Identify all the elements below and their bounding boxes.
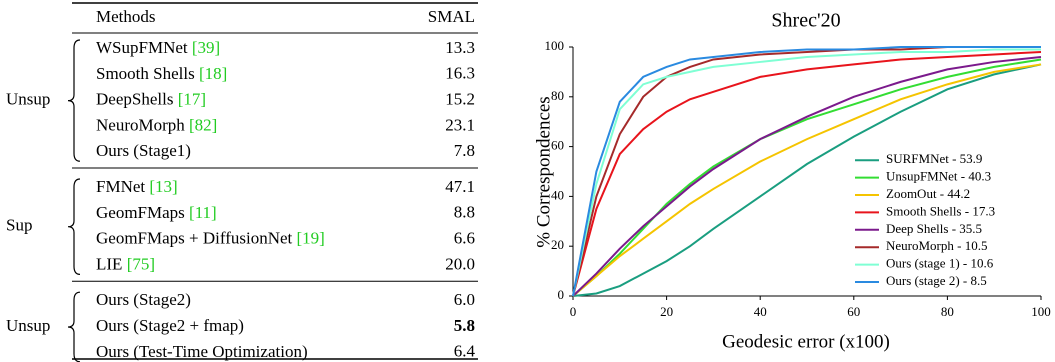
y-tick-label: 0 <box>558 287 565 302</box>
legend-label: UnsupFMNet - 40.3 <box>886 169 991 184</box>
y-tick-label: 20 <box>551 237 564 252</box>
legend-label: Ours (stage 2) - 8.5 <box>886 273 987 288</box>
series-line <box>572 48 1041 297</box>
series-line <box>572 58 1042 297</box>
method-name: FMNet [13] <box>96 177 178 196</box>
method-name: LIE [75] <box>96 254 155 273</box>
y-tick-label: 60 <box>551 138 564 153</box>
method-name: Ours (Stage2) <box>96 290 191 309</box>
table-header: Methods <box>96 7 156 26</box>
y-tick-label: 40 <box>551 187 564 202</box>
smal-value: 6.4 <box>454 342 476 361</box>
chart-title: Shrec'20 <box>771 10 840 32</box>
smal-value: 5.8 <box>454 316 475 335</box>
group-label: Sup <box>6 216 32 235</box>
method-name: NeuroMorph [82] <box>96 115 217 134</box>
method-text: WSupFMNet <box>96 38 188 57</box>
legend-label: NeuroMorph - 10.5 <box>886 238 987 253</box>
method-text: DeepShells <box>96 90 173 109</box>
legend-label: ZoomOut - 44.2 <box>886 186 970 201</box>
citation: [19] <box>297 229 325 248</box>
method-name: WSupFMNet [39] <box>96 38 220 57</box>
y-tick-label: 100 <box>545 38 565 53</box>
y-axis-label: % Correspondences <box>533 96 554 247</box>
method-text: Ours (Stage2 + fmap) <box>96 316 244 335</box>
method-name: GeomFMaps + DiffusionNet [19] <box>96 229 325 248</box>
method-name: GeomFMaps [11] <box>96 203 217 222</box>
x-tick-label: 60 <box>847 304 860 319</box>
method-name: Smooth Shells [18] <box>96 64 227 83</box>
x-axis-label: Geodesic error (x100) <box>722 331 890 352</box>
method-text: Ours (Stage2) <box>96 290 191 309</box>
x-tick-label: 100 <box>1031 304 1051 319</box>
x-tick-label: 40 <box>754 304 767 319</box>
smal-value: 16.3 <box>445 64 475 83</box>
smal-value: 6.6 <box>454 229 475 248</box>
smal-value: 8.8 <box>454 203 475 222</box>
citation: [75] <box>127 254 155 273</box>
method-name: Ours (Stage2 + fmap) <box>96 316 244 335</box>
method-name: DeepShells [17] <box>96 90 206 109</box>
x-tick-label: 20 <box>660 304 673 319</box>
table-header: SMAL <box>428 7 475 26</box>
legend-label: Smooth Shells - 17.3 <box>886 203 995 218</box>
smal-value: 13.3 <box>445 38 475 57</box>
method-name: Ours (Stage1) <box>96 141 191 160</box>
citation: [82] <box>189 115 217 134</box>
x-tick-label: 0 <box>570 304 577 319</box>
legend-label: Ours (stage 1) - 10.6 <box>886 256 994 271</box>
method-text: Ours (Stage1) <box>96 141 191 160</box>
smal-value: 47.1 <box>445 177 475 196</box>
group-label: Unsup <box>6 316 50 335</box>
x-tick-label: 80 <box>941 304 954 319</box>
smal-value: 23.1 <box>445 115 475 134</box>
series-line <box>572 63 1042 297</box>
group-label: Unsup <box>6 90 50 109</box>
citation: [17] <box>178 90 206 109</box>
legend-label: SURFMNet - 53.9 <box>886 151 982 166</box>
method-text: FMNet <box>96 177 145 196</box>
brace <box>67 39 81 162</box>
series-line <box>572 50 1042 297</box>
brace <box>67 291 81 362</box>
legend-label: Deep Shells - 35.5 <box>886 221 982 236</box>
smal-value: 7.8 <box>454 141 475 160</box>
brace <box>67 178 81 275</box>
citation: [39] <box>192 38 220 57</box>
smal-value: 20.0 <box>445 254 475 273</box>
method-text: Ours (Test-Time Optimization) <box>96 342 308 361</box>
method-name: Ours (Test-Time Optimization) <box>96 342 308 361</box>
smal-value: 15.2 <box>445 90 475 109</box>
smal-value: 6.0 <box>454 290 475 309</box>
citation: [13] <box>149 177 177 196</box>
method-text: NeuroMorph <box>96 115 185 134</box>
citation: [18] <box>199 64 227 83</box>
method-text: Smooth Shells <box>96 64 195 83</box>
method-text: GeomFMaps + DiffusionNet <box>96 229 293 248</box>
series-line <box>572 63 1042 297</box>
method-text: GeomFMaps <box>96 203 185 222</box>
series-line <box>572 46 1041 297</box>
y-tick-label: 80 <box>551 88 564 103</box>
series-line <box>572 55 1042 297</box>
citation: [11] <box>189 203 217 222</box>
method-text: LIE <box>96 254 122 273</box>
